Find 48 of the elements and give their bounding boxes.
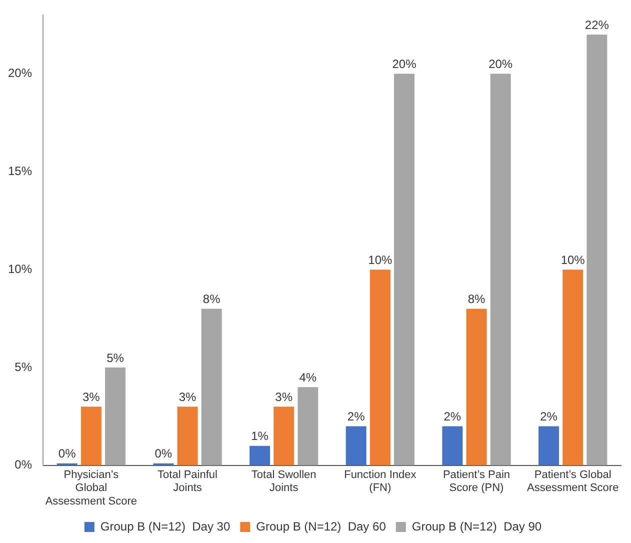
x-tick-label: Physician’s Global Assessment Score [45, 469, 138, 508]
data-label: 0% [154, 446, 172, 461]
bar [490, 74, 511, 466]
bar [562, 270, 584, 466]
y-tick-label: 20% [8, 66, 32, 80]
data-label: 3% [275, 390, 293, 404]
data-label: 5% [106, 350, 124, 365]
bar [586, 34, 608, 466]
y-tick-label: 5% [14, 360, 32, 374]
bar [201, 308, 222, 466]
bar [80, 406, 102, 466]
bar [250, 446, 270, 466]
bar [274, 406, 294, 466]
data-label: 8% [202, 292, 221, 306]
data-label: 2% [347, 410, 366, 424]
x-tick-label: Patient’s Global Assessment Score [526, 469, 619, 494]
data-label: 1% [251, 429, 269, 444]
legend-label: Group B (N=12) Day 60 [256, 519, 386, 534]
data-label: 10% [560, 252, 586, 267]
data-label: 20% [488, 57, 513, 72]
x-tick-label: Patient’s Pain Score (PN) [442, 469, 510, 494]
data-label: 2% [444, 410, 462, 424]
bar [298, 387, 318, 466]
bar [538, 426, 559, 466]
data-label: 22% [584, 18, 610, 32]
data-label: 4% [299, 370, 317, 384]
legend-label: Group B (N=12) Day 30 [100, 519, 230, 534]
data-label: 10% [368, 252, 393, 267]
bar [370, 270, 390, 466]
data-label: 8% [468, 292, 486, 306]
y-tick-label: 0% [14, 458, 32, 472]
data-label: 0% [58, 446, 76, 461]
bar [442, 426, 463, 466]
data-label: 3% [82, 390, 100, 404]
data-label: 2% [540, 410, 558, 424]
legend-label: Group B (N=12) Day 90 [412, 519, 542, 534]
data-label: 20% [392, 57, 417, 72]
x-tick-label: Total Swollen Joints [251, 469, 316, 494]
bar [177, 406, 198, 466]
data-label: 3% [178, 390, 197, 404]
x-tick-label: Function Index (FN) [344, 469, 417, 494]
x-tick-label: Total Painful Joints [158, 469, 218, 494]
y-tick-label: 15% [8, 164, 32, 178]
bar [394, 74, 414, 466]
bar [346, 426, 366, 466]
bar [105, 367, 126, 466]
y-tick-label: 10% [8, 262, 32, 276]
bar [466, 308, 487, 466]
